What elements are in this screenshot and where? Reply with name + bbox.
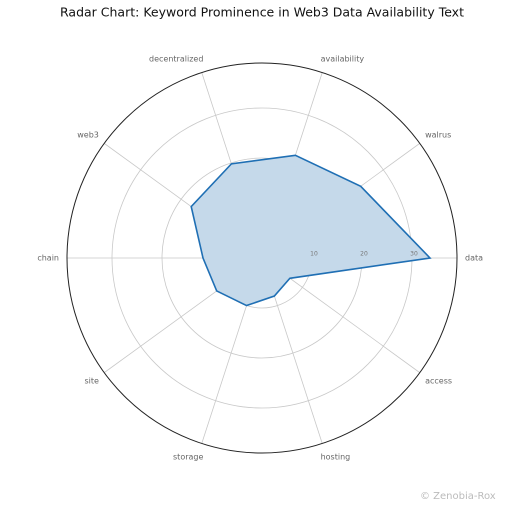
- category-label: access: [425, 376, 452, 385]
- category-label: walrus: [425, 131, 451, 140]
- category-label: site: [84, 376, 99, 385]
- category-label: availability: [321, 55, 365, 64]
- chart-title: Radar Chart: Keyword Prominence in Web3 …: [60, 5, 464, 20]
- r-tick-label: 30: [410, 251, 418, 258]
- category-label: web3: [77, 131, 99, 140]
- watermark: © Zenobia-Rox: [420, 491, 496, 502]
- category-label: chain: [37, 254, 59, 263]
- outer-frame: [66, 62, 458, 454]
- r-tick-label: 20: [360, 251, 368, 258]
- category-label: storage: [173, 452, 203, 461]
- category-label: decentralized: [149, 55, 203, 64]
- r-tick-label: 10: [310, 251, 318, 258]
- category-label: hosting: [321, 452, 351, 461]
- category-label: data: [465, 254, 483, 263]
- radar-area: [190, 154, 432, 307]
